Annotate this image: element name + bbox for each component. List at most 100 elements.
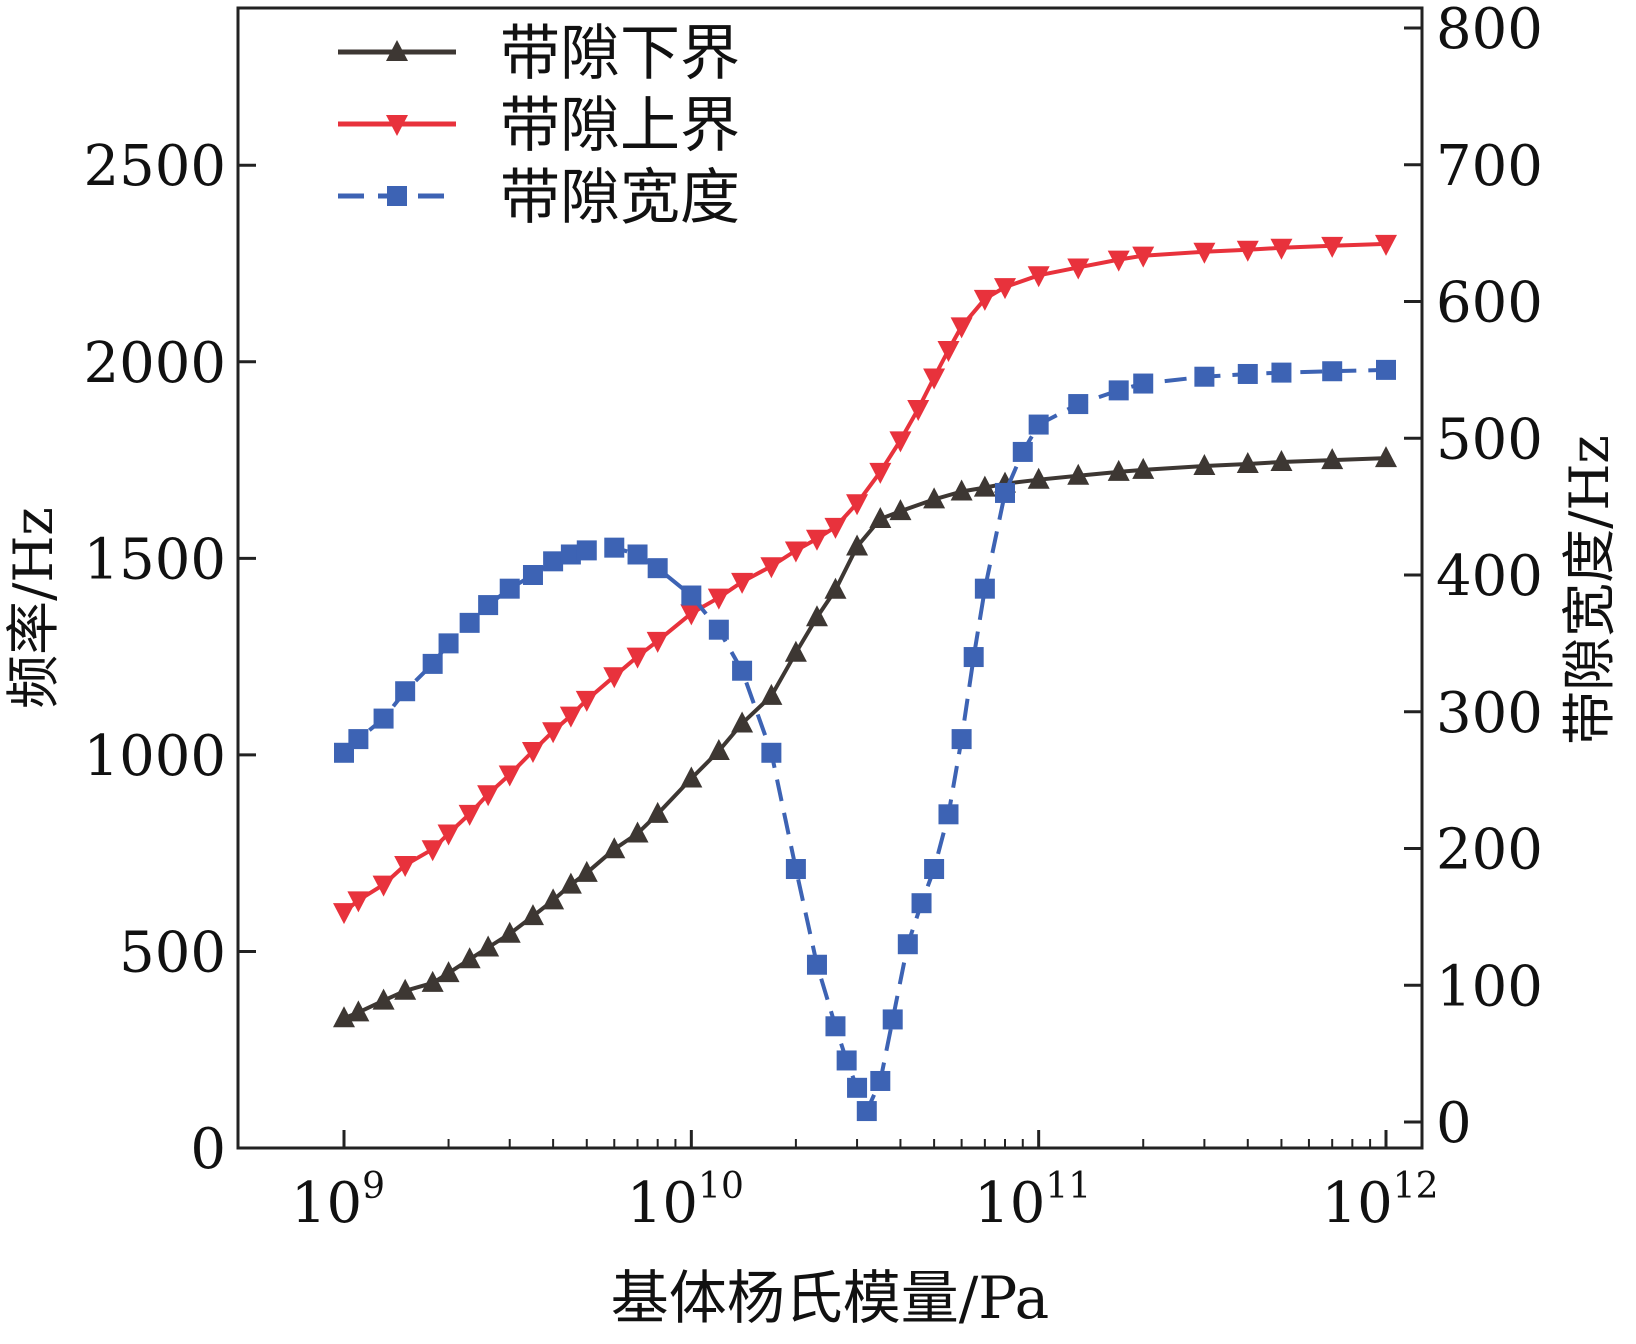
data-point (924, 859, 945, 880)
data-point (1028, 414, 1049, 435)
data-point (559, 872, 582, 894)
data-point (458, 947, 481, 969)
data-point (951, 729, 972, 750)
data-point (732, 660, 753, 681)
y-tick-label: 2000 (83, 331, 226, 396)
y-tick-label: 1000 (83, 724, 226, 789)
data-point (973, 475, 996, 497)
plot-border (236, 6, 1424, 1150)
data-point (1321, 236, 1344, 258)
legend-item: 带隙宽度 (338, 163, 740, 233)
data-point (731, 711, 754, 733)
data-point (421, 970, 444, 992)
data-point (437, 824, 460, 846)
data-point (543, 551, 564, 572)
y2-tick-label: 800 (1436, 0, 1543, 62)
x-tick-label: 1010 (627, 1166, 744, 1236)
data-point (627, 544, 648, 565)
data-point (836, 1050, 857, 1071)
x-tick-label: 109 (291, 1166, 385, 1236)
data-point (498, 921, 521, 943)
data-point (882, 1009, 903, 1030)
data-point (760, 683, 783, 705)
data-point (477, 785, 500, 807)
data-point (869, 462, 892, 484)
data-point (846, 494, 869, 516)
data-point (1236, 452, 1259, 473)
data-point (542, 888, 565, 910)
series-layer (333, 234, 1397, 1122)
x-axis-label: 基体杨氏模量/Pa (611, 1264, 1050, 1332)
data-point (626, 647, 649, 669)
data-point (784, 541, 807, 563)
data-point (1271, 362, 1292, 383)
data-point (348, 729, 369, 750)
series-2 (333, 234, 1397, 925)
data-point (499, 578, 520, 599)
y-tick-label: 2500 (83, 134, 226, 199)
data-point (646, 631, 669, 653)
data-point (394, 855, 417, 877)
data-point (869, 507, 892, 529)
data-point (1132, 457, 1155, 479)
data-point (680, 604, 703, 626)
data-point (1132, 246, 1155, 268)
data-point (870, 1070, 891, 1091)
legend-label: 带隙宽度 (500, 163, 740, 233)
data-point (575, 690, 598, 712)
data-point (707, 588, 730, 610)
data-point (974, 578, 995, 599)
data-point (907, 399, 930, 421)
data-point (923, 487, 946, 509)
x-tick-label: 1011 (974, 1166, 1091, 1236)
data-point (1107, 459, 1130, 481)
data-point (805, 529, 828, 551)
data-point (478, 595, 499, 616)
data-point (459, 612, 480, 633)
legend-label: 带隙上界 (500, 91, 740, 161)
data-point (347, 891, 370, 913)
data-point (372, 988, 395, 1010)
data-point (1108, 380, 1129, 401)
data-point (1027, 467, 1050, 489)
data-point (994, 278, 1017, 300)
data-point (824, 577, 847, 599)
y2-tick-label: 700 (1436, 134, 1543, 199)
data-point (603, 837, 626, 859)
data-point (847, 1077, 868, 1098)
data-point (889, 431, 912, 453)
legend-marker (386, 115, 408, 136)
data-point (394, 978, 417, 1000)
data-point (333, 903, 355, 925)
legend-marker (387, 186, 407, 206)
data-point (1107, 250, 1130, 272)
data-point (1067, 463, 1090, 485)
data-point (708, 619, 729, 640)
series-line (342, 367, 1387, 1114)
data-point (938, 804, 959, 825)
data-point (1270, 238, 1293, 260)
data-point (785, 859, 806, 880)
data-point (646, 801, 669, 823)
data-point (1193, 242, 1216, 264)
data-point (973, 289, 996, 311)
data-point (923, 368, 946, 390)
data-point (373, 708, 394, 729)
y2-axis-label: 带隙宽度/Hz (1558, 435, 1621, 745)
data-point (889, 499, 912, 521)
data-point (1376, 359, 1396, 380)
data-point (680, 766, 703, 788)
data-point (521, 741, 544, 763)
data-point (805, 605, 828, 627)
data-point (575, 860, 598, 882)
data-point (761, 742, 782, 763)
y2-tick-label: 300 (1436, 681, 1543, 746)
data-point (806, 954, 827, 975)
data-point (372, 875, 395, 897)
data-point (950, 317, 973, 339)
data-point (576, 540, 597, 561)
data-point (897, 934, 918, 955)
y2-tick-label: 0 (1436, 1091, 1472, 1156)
